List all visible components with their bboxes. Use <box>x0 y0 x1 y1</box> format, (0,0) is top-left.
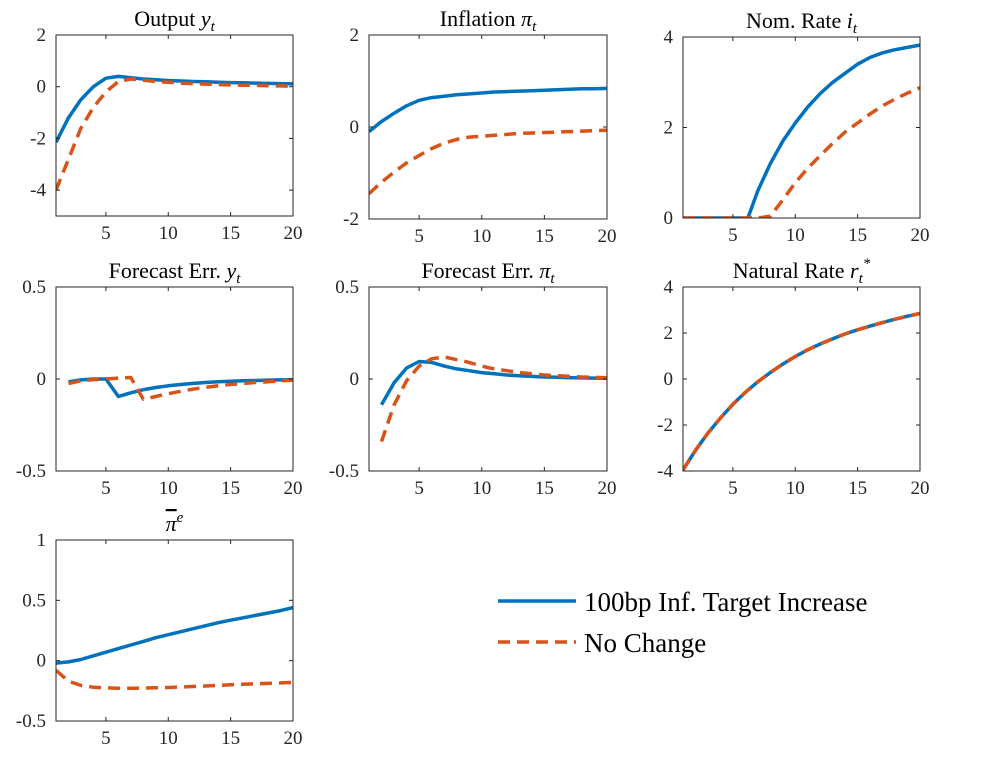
x-tick-label: 5 <box>728 478 738 499</box>
series-line-target-increase <box>56 605 293 665</box>
series-line-target-increase <box>683 311 920 471</box>
series-line-no-change <box>379 355 607 443</box>
panel-title: Forecast Err. yt <box>109 258 242 287</box>
x-tick-label: 5 <box>414 226 424 247</box>
panel-6: 5 10 15 20 -4 -2 0 2 4 Natural Rate rt* <box>657 256 929 499</box>
y-tick-label: -2 <box>657 415 673 436</box>
series-line-no-change <box>683 311 920 471</box>
panel-title: Forecast Err. πt <box>421 258 555 287</box>
series-line-no-change <box>68 375 293 401</box>
y-tick-label: -0.5 <box>16 711 46 732</box>
y-tick-label: 4 <box>664 277 674 298</box>
y-tick-label: 0 <box>664 369 674 390</box>
x-tick-label: 20 <box>911 478 930 499</box>
y-tick-label: 0 <box>37 369 47 390</box>
series-line-target-increase <box>683 43 920 218</box>
series-line-no-change <box>56 668 293 690</box>
axes-box <box>55 34 294 217</box>
panel-title: πe <box>166 510 184 536</box>
panel-title: Nom. Rate it <box>746 8 858 37</box>
x-tick-label: 5 <box>101 223 111 244</box>
y-tick-label: 0.5 <box>335 277 359 298</box>
y-tick-label: -0.5 <box>16 461 46 482</box>
x-tick-label: 10 <box>472 226 491 247</box>
y-tick-label: 2 <box>350 25 360 46</box>
panel-title: Natural Rate rt* <box>733 256 871 287</box>
legend: 100bp Inf. Target Increase No Change <box>498 587 868 658</box>
x-tick-label: 20 <box>284 223 303 244</box>
panel-1: 5 10 15 20 -4 -2 0 2 Output yt <box>30 6 302 244</box>
x-tick-label: 10 <box>786 225 805 246</box>
x-tick-label: 20 <box>598 478 617 499</box>
x-tick-label: 10 <box>472 478 491 499</box>
x-tick-label: 15 <box>535 226 554 247</box>
panel-4: 5 10 15 20 -0.5 0 0.5 Forecast Err. yt <box>16 258 303 499</box>
x-tick-label: 15 <box>535 478 554 499</box>
y-tick-label: 0.5 <box>22 590 46 611</box>
x-tick-label: 5 <box>728 225 738 246</box>
x-tick-label: 15 <box>848 225 867 246</box>
panel-3: 5 10 15 20 0 2 4 Nom. Rate it <box>664 8 930 246</box>
x-tick-label: 15 <box>848 478 867 499</box>
series-line-no-change <box>683 86 920 218</box>
y-tick-label: 0 <box>664 208 674 229</box>
x-tick-label: 20 <box>598 226 617 247</box>
y-tick-label: 4 <box>664 27 674 48</box>
x-tick-label: 5 <box>414 478 424 499</box>
axes-box <box>368 34 608 220</box>
y-tick-label: 2 <box>664 118 674 139</box>
legend-label-dashed: No Change <box>584 628 706 658</box>
y-tick-label: 0 <box>37 651 47 672</box>
x-tick-label: 20 <box>284 478 303 499</box>
panel-title: Inflation πt <box>440 6 537 35</box>
panel-title: Output yt <box>134 6 215 35</box>
y-tick-label: -2 <box>30 128 46 149</box>
panel-7: 5 10 15 20 -0.5 0 0.5 1 πe <box>16 510 303 749</box>
x-tick-label: 10 <box>159 728 178 749</box>
x-tick-label: 20 <box>911 225 930 246</box>
axes-box <box>682 36 921 219</box>
series-line-target-increase <box>68 377 293 399</box>
series-line-no-change <box>369 128 607 195</box>
panel-2: 5 10 15 20 -2 0 2 Inflation πt <box>343 6 616 247</box>
axes-box <box>682 286 921 472</box>
y-tick-label: 0 <box>350 369 360 390</box>
y-tick-label: -0.5 <box>329 461 359 482</box>
x-tick-label: 15 <box>221 223 240 244</box>
y-tick-label: 2 <box>664 323 674 344</box>
y-tick-label: 0.5 <box>22 277 46 298</box>
y-tick-label: -4 <box>30 180 46 201</box>
x-tick-label: 10 <box>159 223 178 244</box>
series-line-no-change <box>56 77 293 191</box>
x-tick-label: 15 <box>221 728 240 749</box>
panel-5: 5 10 15 20 -0.5 0 0.5 Forecast Err. πt <box>329 258 617 499</box>
legend-label-solid: 100bp Inf. Target Increase <box>584 587 868 617</box>
series-line-target-increase <box>56 74 293 144</box>
x-tick-label: 10 <box>786 478 805 499</box>
y-tick-label: 1 <box>37 530 47 551</box>
y-tick-label: 0 <box>350 117 360 138</box>
y-tick-label: -2 <box>343 209 359 230</box>
series-line-target-increase <box>369 86 607 133</box>
y-tick-label: 2 <box>37 25 47 46</box>
x-tick-label: 20 <box>284 728 303 749</box>
axes-box <box>55 539 294 722</box>
x-tick-label: 5 <box>101 728 111 749</box>
y-tick-label: -4 <box>657 461 673 482</box>
x-tick-label: 5 <box>101 478 111 499</box>
x-tick-label: 15 <box>221 478 240 499</box>
x-tick-label: 10 <box>159 478 178 499</box>
y-tick-label: 0 <box>37 77 47 98</box>
